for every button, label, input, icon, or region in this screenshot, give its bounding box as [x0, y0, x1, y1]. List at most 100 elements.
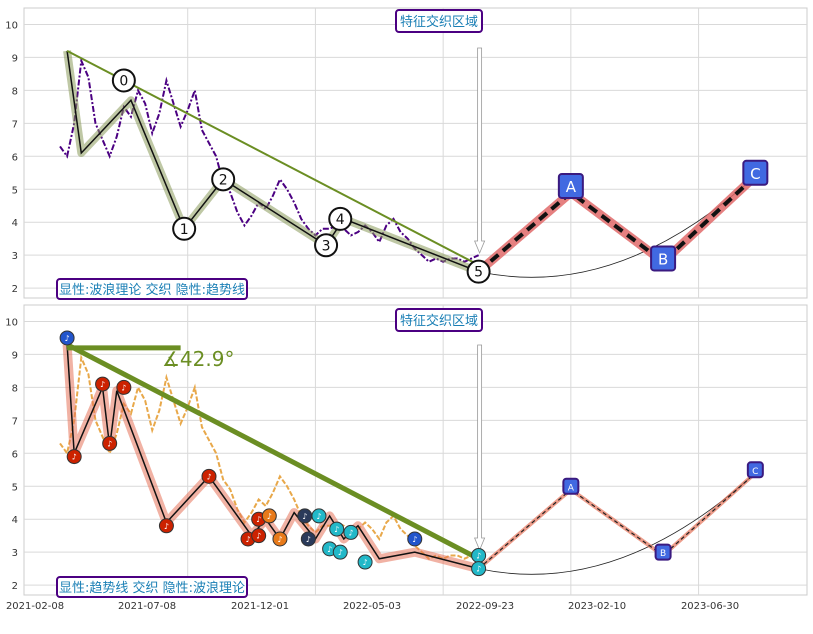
x-tick-label: 2022-09-23	[456, 601, 514, 612]
top-projection-badge-label: A	[566, 178, 577, 196]
wave-label-text: 5	[474, 265, 483, 281]
bottom-y-tick-label: 2	[12, 581, 18, 592]
bottom-projection-badge	[746, 461, 764, 479]
x-tick-label: 2022-05-03	[343, 601, 401, 612]
top-panel-frame	[23, 7, 808, 299]
top-projection-badge	[742, 159, 769, 186]
top-y-tick-label: 4	[12, 218, 18, 229]
top-y-tick-label: 10	[5, 20, 18, 31]
x-tick-label: 2023-02-10	[568, 601, 626, 612]
note-marker	[59, 330, 75, 346]
note-marker-glyph: ♪	[72, 453, 77, 462]
top-annotation-frame	[395, 9, 483, 33]
note-marker	[66, 449, 82, 465]
note-marker	[261, 508, 277, 524]
bottom-y-tick-label: 5	[12, 482, 18, 493]
top-projection-badge-label: B	[658, 250, 668, 268]
top-annotation-label: 特征交织区域	[400, 14, 478, 30]
note-marker-glyph: ♪	[267, 512, 272, 521]
note-marker	[407, 531, 423, 547]
bottom-corner-frame	[56, 576, 248, 598]
note-marker-glyph: ♪	[338, 548, 343, 557]
bottom-y-tick-labels: 2 3 4 5 6 7 8 9 10	[5, 317, 18, 592]
x-tick-label: 2021-07-08	[118, 601, 176, 612]
note-marker-glyph: ♪	[327, 545, 332, 554]
wave-label-circle	[314, 233, 339, 258]
note-marker	[116, 379, 132, 395]
x-tick-labels: 2021-02-08 2021-07-08 2021-12-01 2022-05-03…	[6, 601, 739, 612]
note-marker	[102, 435, 118, 451]
top-projection-badge	[650, 245, 677, 272]
top-y-tick-label: 6	[12, 152, 18, 163]
note-marker-glyph: ♪	[164, 522, 169, 531]
note-marker	[272, 531, 288, 547]
x-tick-label: 2021-12-01	[231, 601, 289, 612]
top-y-tick-label: 8	[12, 86, 18, 97]
wave-label-circle	[328, 206, 353, 231]
top-series-layer: 0 1 2 34 5 A B C	[59, 47, 769, 284]
bottom-projection-line	[478, 472, 756, 570]
note-marker-glyph: ♪	[121, 383, 126, 392]
top-y-tick-label: 3	[12, 251, 18, 262]
note-marker-glyph: ♪	[302, 512, 307, 521]
top-corner-label: 显性:波浪理论 交织 隐性:趋势线	[59, 282, 245, 298]
note-marker	[311, 508, 327, 524]
bottom-annotation-frame	[395, 308, 483, 332]
top-annotation-arrow	[474, 47, 486, 255]
bottom-panel: 2 3 4 5 6 7 8 9 10 2021-02-08 2021-07-08 2021-12-0…	[5, 304, 808, 612]
note-marker-glyph: ♪	[256, 515, 261, 524]
x-tick-label: 2023-06-30	[681, 601, 739, 612]
note-marker	[343, 524, 359, 540]
wave-label-circle	[111, 68, 136, 93]
top-corner-box: 显性:波浪理论 交织 隐性:趋势线	[56, 278, 248, 300]
bottom-projection-badge	[654, 543, 672, 561]
bottom-corner-label: 显性:趋势线 交织 隐性:波浪理论	[59, 580, 245, 596]
note-marker-glyph: ♪	[206, 472, 211, 481]
x-tick-label: 2021-02-08	[6, 601, 64, 612]
top-annotation-box: 特征交织区域	[395, 9, 483, 33]
note-marker-glyph: ♪	[476, 565, 481, 574]
note-marker-glyph: ♪	[412, 535, 417, 544]
wave-label-circle	[211, 167, 236, 192]
note-marker-glyph: ♪	[476, 551, 481, 560]
top-y-tick-label: 2	[12, 284, 18, 295]
top-y-tick-labels: 2 3 4 5 6 7 8 9 10	[5, 20, 18, 295]
bottom-y-tick-label: 3	[12, 548, 18, 559]
wave-label-text: 4	[336, 212, 345, 228]
note-marker	[300, 531, 316, 547]
bottom-series-layer: ♪ ♪ ♪ ♪ ♪ ♪ ♪ ♪ ♪ ♪ ♪ ♪ ♪ ♪ ♪ ♪ ♪ ♪ ♪ ♪ ♪ ♪ ♪ A B C	[59, 330, 764, 577]
wave-label-text: 1	[180, 222, 189, 238]
wave-label-circle	[466, 259, 491, 284]
note-marker-glyph: ♪	[65, 334, 70, 343]
top-y-tick-label: 5	[12, 185, 18, 196]
note-marker	[332, 544, 348, 560]
note-marker-glyph: ♪	[107, 439, 112, 448]
note-marker-glyph: ♪	[277, 535, 282, 544]
note-marker	[251, 528, 267, 544]
bottom-annotation-box: 特征交织区域	[395, 308, 483, 332]
bottom-y-tick-label: 8	[12, 383, 18, 394]
wave-label-text: 2	[219, 172, 228, 188]
note-marker-glyph: ♪	[100, 380, 105, 389]
bottom-trendline	[65, 342, 480, 561]
wave-label-circle	[172, 216, 197, 241]
top-projection-badge-label: C	[750, 165, 760, 183]
bottom-y-tick-label: 6	[12, 449, 18, 460]
bottom-y-tick-label: 7	[12, 416, 18, 427]
top-y-tick-label: 9	[12, 53, 18, 64]
bottom-projection-badge-label: B	[660, 549, 666, 559]
note-marker-glyph: ♪	[316, 512, 321, 521]
bottom-annotation-label: 特征交织区域	[400, 313, 478, 329]
bottom-y-tick-label: 10	[5, 317, 18, 328]
note-marker-glyph: ♪	[306, 535, 311, 544]
note-marker	[158, 518, 174, 534]
note-marker	[201, 468, 217, 484]
top-y-tick-label: 7	[12, 119, 18, 130]
top-projection-badge	[557, 172, 584, 199]
bottom-projection-badge-label: C	[752, 467, 758, 477]
bottom-corner-box: 显性:趋势线 交织 隐性:波浪理论	[56, 576, 248, 598]
top-projection-line	[477, 174, 757, 274]
note-marker	[329, 521, 345, 537]
